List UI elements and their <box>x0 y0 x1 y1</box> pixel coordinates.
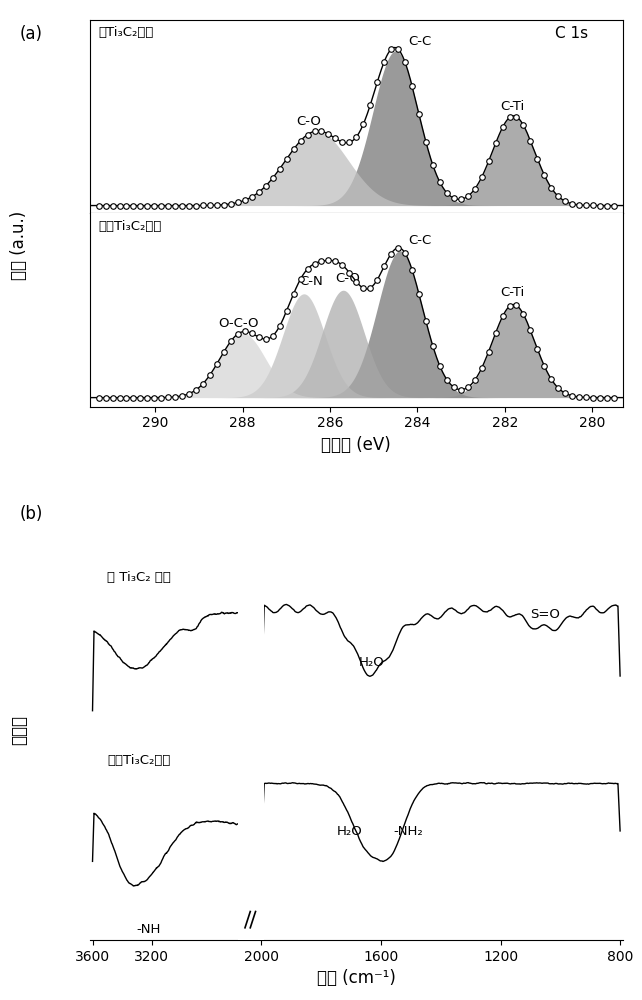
Text: (b): (b) <box>19 505 42 523</box>
X-axis label: 结合能 (eV): 结合能 (eV) <box>322 436 391 454</box>
Text: -NH: -NH <box>137 923 161 936</box>
Text: 强度 (a.u.): 强度 (a.u.) <box>10 210 28 280</box>
Text: (a): (a) <box>19 25 42 43</box>
Text: C-O: C-O <box>296 115 321 128</box>
Text: 绯Ti₃C₂纤维: 绯Ti₃C₂纤维 <box>99 26 154 39</box>
Text: 绯 Ti₃C₂ 纤维: 绯 Ti₃C₂ 纤维 <box>107 571 171 584</box>
Text: C 1s: C 1s <box>555 26 588 41</box>
Text: 透过率: 透过率 <box>10 715 28 745</box>
Text: O-C-O: O-C-O <box>218 317 259 330</box>
Text: -NH₂: -NH₂ <box>393 825 422 838</box>
Text: S=O: S=O <box>530 608 560 621</box>
Text: H₂O: H₂O <box>359 656 385 669</box>
Text: H₂O: H₂O <box>336 825 362 838</box>
Text: C-C: C-C <box>409 35 432 48</box>
Text: 初始Ti₃C₂纤维: 初始Ti₃C₂纤维 <box>99 220 162 233</box>
Text: C-O: C-O <box>335 272 360 285</box>
Text: C-C: C-C <box>409 234 432 247</box>
Text: C-Ti: C-Ti <box>500 286 525 299</box>
X-axis label: 波数 (cm⁻¹): 波数 (cm⁻¹) <box>317 969 395 987</box>
Text: C-Ti: C-Ti <box>500 100 525 113</box>
Text: C-N: C-N <box>300 275 324 288</box>
Bar <box>238 533 264 940</box>
Text: 初始Ti₃C₂纤维: 初始Ti₃C₂纤维 <box>107 754 171 767</box>
